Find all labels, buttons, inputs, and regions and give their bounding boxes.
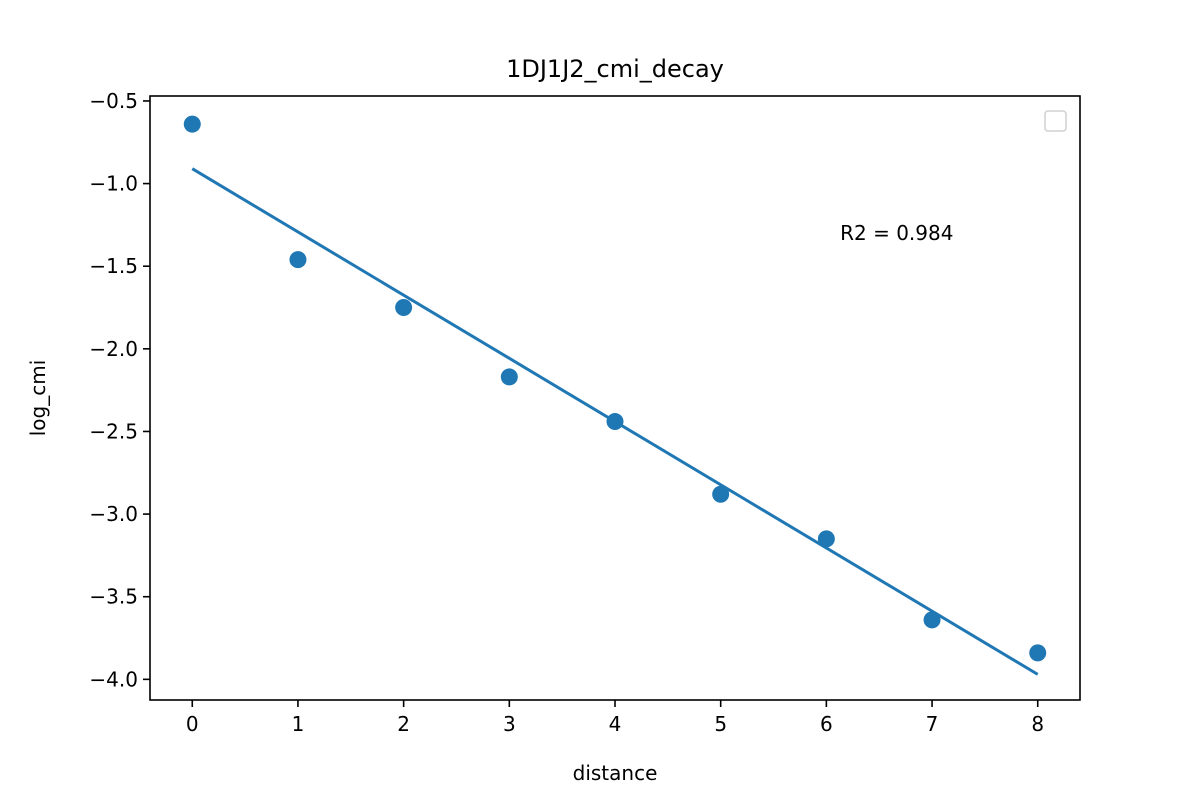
x-axis-label: distance bbox=[573, 761, 658, 785]
data-point bbox=[606, 413, 624, 431]
x-tick-label: 6 bbox=[820, 712, 833, 736]
data-point bbox=[712, 485, 730, 503]
data-point bbox=[289, 251, 307, 269]
data-point bbox=[817, 530, 835, 548]
x-tick-label: 4 bbox=[609, 712, 622, 736]
axes-frame bbox=[149, 95, 1081, 701]
x-tick-label: 2 bbox=[397, 712, 410, 736]
x-tick-label: 1 bbox=[292, 712, 305, 736]
legend-box bbox=[1044, 110, 1067, 132]
y-tick-label: −3.5 bbox=[89, 585, 138, 609]
data-point bbox=[1029, 644, 1047, 662]
data-point bbox=[395, 299, 413, 317]
data-point bbox=[183, 115, 201, 133]
chart-title: 1DJ1J2_cmi_decay bbox=[506, 55, 724, 83]
data-point bbox=[500, 368, 518, 386]
x-tick-label: 0 bbox=[186, 712, 199, 736]
x-tick-label: 5 bbox=[714, 712, 727, 736]
x-tick-label: 8 bbox=[1031, 712, 1044, 736]
x-tick-label: 7 bbox=[926, 712, 939, 736]
y-tick-label: −2.0 bbox=[89, 337, 138, 361]
plot-area: 0 1 2 3 4 5 6 7 8 −0.5 −1.0 −1.5 −2.0 −2.5 −3.0 −3.5 −4.… bbox=[89, 89, 1047, 736]
y-tick-label: −1.5 bbox=[89, 254, 138, 278]
y-tick-label: −1.0 bbox=[89, 172, 138, 196]
data-point bbox=[923, 611, 941, 629]
y-tick-label: −4.0 bbox=[89, 667, 138, 691]
y-tick-label: −3.0 bbox=[89, 502, 138, 526]
r2-annotation: R2 = 0.984 bbox=[840, 221, 953, 245]
y-tick-label: −0.5 bbox=[89, 89, 138, 113]
y-axis-label: log_cmi bbox=[26, 360, 50, 437]
x-tick-label: 3 bbox=[503, 712, 516, 736]
y-tick-label: −2.5 bbox=[89, 419, 138, 443]
